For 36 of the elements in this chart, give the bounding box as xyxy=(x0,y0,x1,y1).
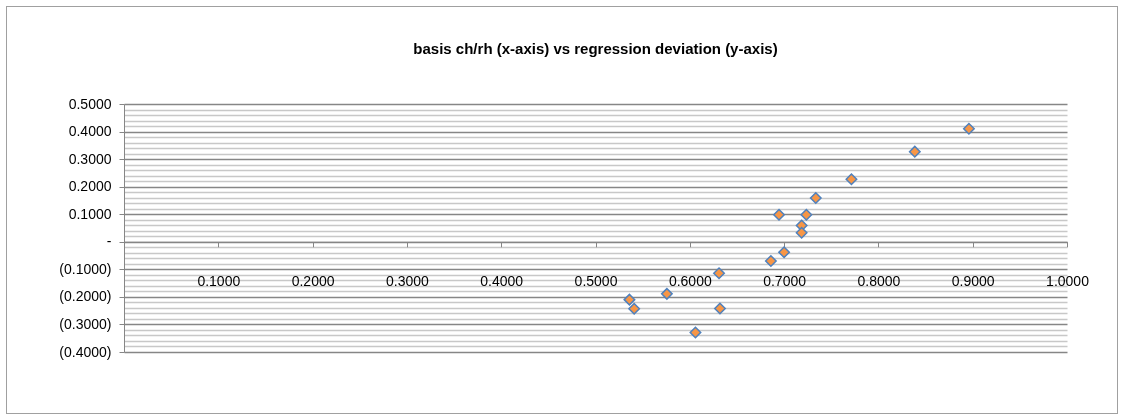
chart-title: basis ch/rh (x-axis) vs regression deviation (y-axis) xyxy=(413,40,778,57)
x-tick-label: 0.1000 xyxy=(197,273,241,290)
point xyxy=(713,267,726,280)
point xyxy=(773,208,785,221)
y-tick-label: 0.2000 xyxy=(68,178,112,195)
y-tick-label: - xyxy=(106,233,112,250)
x-tick-label: 0.2000 xyxy=(291,273,335,290)
point xyxy=(778,246,791,259)
point xyxy=(764,255,777,268)
y-tick-label: (0.1000) xyxy=(59,260,112,277)
y-tick-label: (0.3000) xyxy=(59,315,112,332)
x-tick-label: 0.8000 xyxy=(857,273,901,290)
point xyxy=(845,173,858,186)
x-tick-label: 0.7000 xyxy=(763,273,807,290)
y-tick-label: 0.1000 xyxy=(68,205,112,222)
y-tick-label: (0.4000) xyxy=(59,343,112,360)
point xyxy=(628,302,641,315)
point xyxy=(689,326,702,339)
y-tick-label: 0.5000 xyxy=(68,95,112,112)
point xyxy=(713,302,726,315)
point xyxy=(809,191,822,204)
x-tick-label: 0.5000 xyxy=(574,273,618,290)
point xyxy=(962,122,975,135)
point xyxy=(660,287,673,300)
x-tick-label: 0.4000 xyxy=(480,273,524,290)
point xyxy=(908,145,921,158)
point xyxy=(795,226,808,239)
y-tick-label: (0.2000) xyxy=(59,288,112,305)
y-tick-label: 0.3000 xyxy=(68,150,112,167)
y-tick-label: 0.4000 xyxy=(68,123,112,140)
x-tick-label: 0.3000 xyxy=(385,273,430,290)
point xyxy=(800,208,813,221)
x-tick-label: 1.0000 xyxy=(1046,273,1090,290)
point xyxy=(623,293,636,306)
x-tick-label: 0.6000 xyxy=(668,273,712,290)
x-tick-label: 0.9000 xyxy=(951,273,995,290)
